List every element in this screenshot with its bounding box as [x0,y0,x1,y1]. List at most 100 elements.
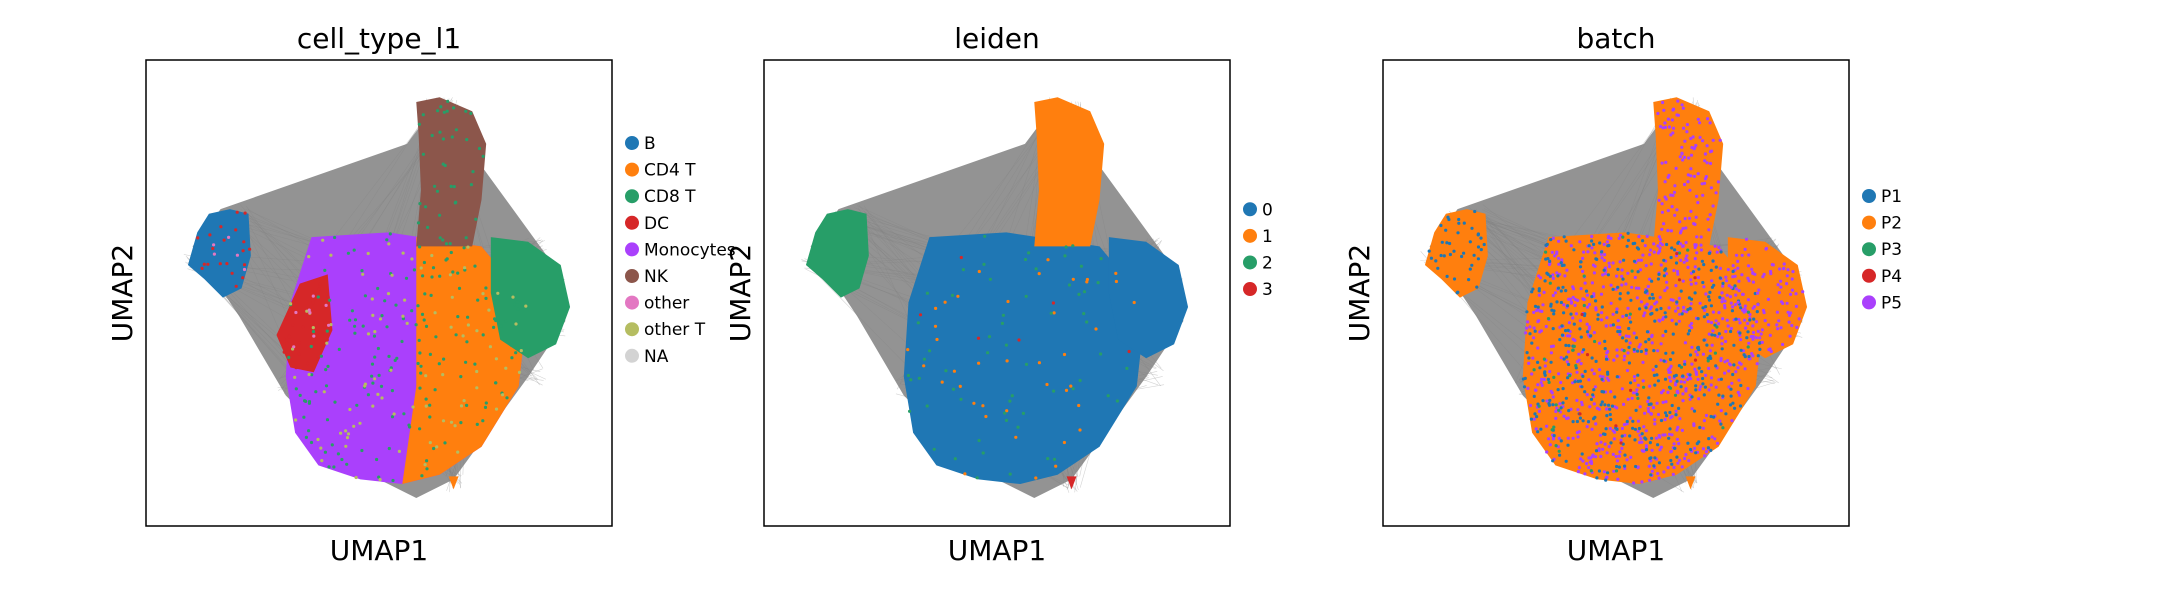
data-point [1034,476,1038,480]
data-point [1736,366,1740,370]
data-point [1776,327,1780,331]
panel-2-points [906,234,1136,480]
data-point [1667,306,1671,310]
data-point [951,387,956,391]
data-point [1723,371,1727,375]
legend-marker [1243,255,1257,270]
data-point [1564,239,1568,243]
data-point [420,312,425,316]
data-point [373,355,377,359]
data-point [1527,356,1531,360]
data-point [1664,400,1668,404]
data-point [1657,235,1661,239]
data-point [1680,465,1684,469]
data-point [1715,325,1719,329]
data-point [1576,379,1580,383]
data-point [1737,378,1741,382]
data-point [1689,167,1693,171]
data-point [1709,356,1713,360]
data-point [1663,288,1667,293]
cluster-p2 [1727,237,1808,359]
data-point [377,475,381,479]
legend-marker [1243,228,1257,243]
data-point [287,355,291,360]
data-point [1557,256,1561,260]
data-point [361,272,365,276]
data-point [1624,334,1628,338]
data-point [1706,359,1710,363]
data-point [1620,274,1624,278]
data-point [376,286,380,291]
data-point [1702,315,1706,319]
data-point [1555,271,1559,275]
data-point [235,253,239,257]
data-point [323,268,327,272]
data-point [1594,359,1598,363]
data-point [1689,153,1694,157]
data-point [1634,336,1639,340]
data-point [344,429,348,433]
data-point [1698,301,1702,305]
data-point [1644,340,1648,344]
data-point [1737,317,1741,322]
data-point [1114,271,1118,275]
data-point [1586,250,1590,254]
data-point [1567,321,1571,325]
data-point [512,302,517,307]
data-point [234,284,238,288]
data-point [1634,408,1638,412]
data-point [1600,250,1604,254]
data-point [234,228,238,232]
data-point [1638,307,1642,311]
data-point [1739,348,1743,352]
data-point [1650,448,1654,452]
data-point [1525,351,1529,355]
data-point [1562,414,1566,418]
data-point [1556,274,1560,278]
data-point [1531,287,1535,291]
data-point [1622,349,1626,353]
data-point [370,362,375,366]
data-point [1631,426,1635,430]
data-point [1575,419,1579,424]
data-point [977,361,981,365]
panel-3-points [1427,99,1805,485]
data-point [1707,437,1711,441]
data-point [1616,267,1620,271]
data-point [1769,269,1773,274]
data-point [371,381,375,385]
data-point [1754,320,1759,324]
data-point [1744,326,1748,330]
data-point [355,403,359,407]
data-point [1578,412,1582,416]
data-point [1580,312,1584,317]
data-point [1659,306,1663,311]
data-point [1659,263,1663,267]
data-point [1791,270,1795,274]
data-point [1690,407,1694,411]
data-point [1688,397,1692,401]
data-point [1654,436,1658,440]
data-point [1666,209,1670,213]
data-point [418,386,422,390]
data-point [1743,307,1747,311]
data-point [1668,427,1672,431]
data-point [301,325,305,329]
data-point [1008,472,1012,476]
tip-point [1066,476,1077,490]
data-point [1630,269,1634,273]
data-point [1645,330,1650,334]
data-point [1779,300,1784,304]
data-point [1658,246,1662,250]
data-point [1640,480,1644,484]
data-point [387,446,391,451]
data-point [1537,289,1541,293]
data-point [1551,276,1555,280]
data-point [1794,292,1798,296]
data-point [1686,441,1690,445]
data-point [1623,464,1627,468]
data-point [1654,364,1658,368]
data-point [1679,365,1683,369]
data-point [1476,245,1481,249]
data-point [1658,435,1662,439]
